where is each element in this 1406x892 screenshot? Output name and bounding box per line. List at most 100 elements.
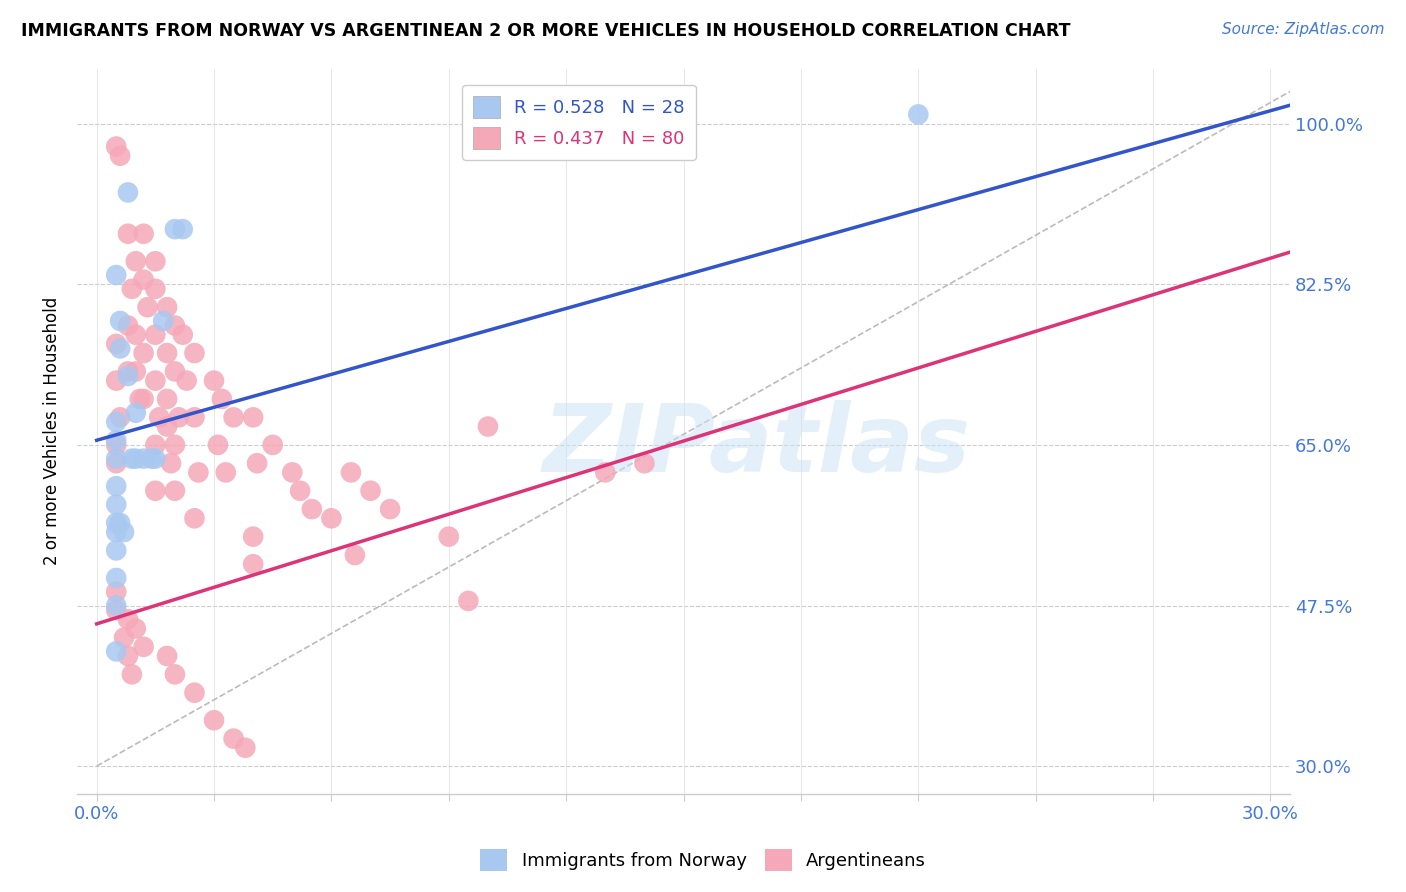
Text: IMMIGRANTS FROM NORWAY VS ARGENTINEAN 2 OR MORE VEHICLES IN HOUSEHOLD CORRELATIO: IMMIGRANTS FROM NORWAY VS ARGENTINEAN 2 … [21,22,1070,40]
Point [132,392,155,406]
Point [125,451,148,466]
Point [163,318,186,333]
Point [246,456,269,470]
Point [105,584,128,599]
Point [172,327,194,342]
Point [143,282,166,296]
Point [132,272,155,286]
Point [128,392,150,406]
Text: Source: ZipAtlas.com: Source: ZipAtlas.com [1222,22,1385,37]
Point [132,227,155,241]
Point [105,498,128,512]
Point [141,451,163,466]
Point [160,456,183,470]
Point [156,419,179,434]
Point [242,410,264,425]
Point [437,530,460,544]
Point [172,222,194,236]
Point [105,524,128,539]
Point [156,346,179,360]
Point [121,282,143,296]
Point [112,631,135,645]
Point [132,640,155,654]
Point [222,731,245,746]
Point [105,337,128,351]
Point [183,346,205,360]
Point [105,479,128,493]
Point [215,466,238,480]
Point [136,300,159,314]
Legend: Immigrants from Norway, Argentineans: Immigrants from Norway, Argentineans [472,842,934,879]
Point [117,648,139,663]
Point [281,466,304,480]
Point [360,483,382,498]
Y-axis label: 2 or more Vehicles in Household: 2 or more Vehicles in Household [44,297,60,566]
Text: ZIPatlas: ZIPatlas [543,400,970,491]
Point [183,410,205,425]
Point [163,483,186,498]
Point [105,543,128,558]
Point [121,451,143,466]
Point [105,599,128,613]
Point [105,644,128,658]
Point [143,438,166,452]
Point [105,603,128,617]
Point [156,648,179,663]
Point [105,434,128,448]
Point [105,374,128,388]
Point [143,483,166,498]
Point [288,483,311,498]
Point [202,374,225,388]
Point [132,451,155,466]
Point [105,438,128,452]
Point [117,369,139,384]
Point [167,410,190,425]
Point [143,374,166,388]
Point [117,318,139,333]
Point [132,346,155,360]
Point [163,438,186,452]
Point [163,364,186,378]
Point [105,415,128,429]
Point [117,612,139,626]
Point [125,254,148,268]
Point [340,466,363,480]
Point [595,466,617,480]
Point [222,410,245,425]
Point [143,327,166,342]
Legend: R = 0.528   N = 28, R = 0.437   N = 80: R = 0.528 N = 28, R = 0.437 N = 80 [463,85,696,160]
Point [156,392,179,406]
Point [207,438,229,452]
Point [321,511,343,525]
Point [907,107,929,121]
Point [108,410,131,425]
Point [105,268,128,282]
Point [242,530,264,544]
Point [105,516,128,530]
Point [152,314,174,328]
Point [378,502,401,516]
Point [187,466,209,480]
Point [112,524,135,539]
Point [156,300,179,314]
Point [183,511,205,525]
Point [633,456,655,470]
Point [343,548,366,562]
Point [183,686,205,700]
Point [105,571,128,585]
Point [108,149,131,163]
Point [262,438,284,452]
Point [105,139,128,153]
Point [117,364,139,378]
Point [163,222,186,236]
Point [143,451,166,466]
Point [121,667,143,681]
Point [117,186,139,200]
Point [108,516,131,530]
Point [211,392,233,406]
Point [125,406,148,420]
Point [125,622,148,636]
Point [105,451,128,466]
Point [242,558,264,572]
Point [202,713,225,727]
